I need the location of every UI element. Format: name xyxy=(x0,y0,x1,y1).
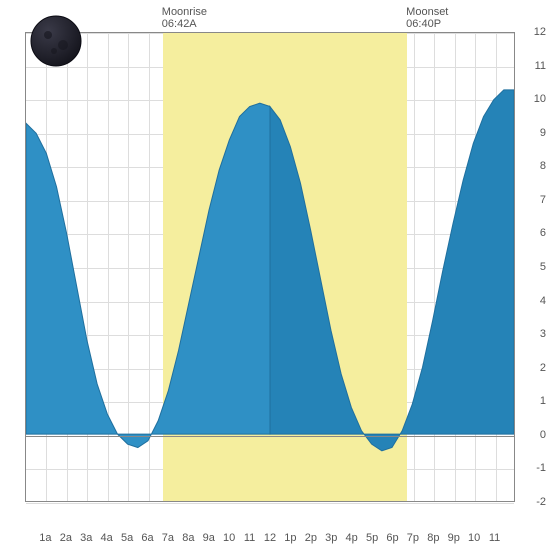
x-tick-label: 8a xyxy=(182,532,194,544)
y-tick-label: -2 xyxy=(536,496,546,508)
y-tick-label: 11 xyxy=(535,60,546,72)
x-tick-label: 7a xyxy=(162,532,174,544)
x-tick-label: 6p xyxy=(386,532,398,544)
x-tick-label: 6a xyxy=(141,532,153,544)
moonset-time: 06:40P xyxy=(406,18,448,30)
y-tick-label: 9 xyxy=(540,127,546,139)
plot-area xyxy=(25,32,515,502)
moonset-title: Moonset xyxy=(406,6,448,18)
moon-svg xyxy=(30,15,82,67)
y-tick-label: 3 xyxy=(540,328,546,340)
moonset-label: Moonset 06:40P xyxy=(406,6,448,30)
x-tick-label: 10 xyxy=(468,532,480,544)
x-tick-label: 9a xyxy=(203,532,215,544)
x-tick-label: 10 xyxy=(223,532,235,544)
y-tick-label: -1 xyxy=(536,462,546,474)
y-tick-label: 2 xyxy=(540,362,546,374)
x-tick-label: 7p xyxy=(407,532,419,544)
x-tick-label: 4a xyxy=(101,532,113,544)
moonrise-title: Moonrise xyxy=(162,6,207,18)
moonrise-time: 06:42A xyxy=(162,18,207,30)
x-tick-label: 8p xyxy=(427,532,439,544)
tide-chart: Moonrise 06:42A Moonset 06:40P xyxy=(0,0,550,550)
x-tick-label: 12 xyxy=(264,532,276,544)
y-tick-label: 4 xyxy=(540,295,546,307)
y-tick-label: 12 xyxy=(534,26,546,38)
y-tick-label: 10 xyxy=(534,93,546,105)
x-tick-label: 1a xyxy=(39,532,51,544)
y-tick-label: 7 xyxy=(540,194,546,206)
x-tick-label: 2a xyxy=(60,532,72,544)
tide-fill xyxy=(270,90,514,451)
tide-area xyxy=(26,33,514,501)
y-tick-label: 8 xyxy=(540,160,546,172)
y-tick-label: 1 xyxy=(540,395,546,407)
x-tick-label: 9p xyxy=(448,532,460,544)
x-tick-label: 4p xyxy=(346,532,358,544)
x-tick-label: 3p xyxy=(325,532,337,544)
y-tick-label: 6 xyxy=(540,227,546,239)
x-tick-label: 5p xyxy=(366,532,378,544)
x-tick-label: 11 xyxy=(244,532,255,544)
y-tick-label: 0 xyxy=(540,429,546,441)
y-tick-label: 5 xyxy=(540,261,546,273)
x-tick-label: 1p xyxy=(284,532,296,544)
x-tick-label: 11 xyxy=(489,532,500,544)
moonrise-label: Moonrise 06:42A xyxy=(162,6,207,30)
x-tick-label: 2p xyxy=(305,532,317,544)
moon-phase-icon xyxy=(30,15,82,67)
x-tick-label: 3a xyxy=(80,532,92,544)
tide-fill xyxy=(26,103,270,447)
x-tick-label: 5a xyxy=(121,532,133,544)
